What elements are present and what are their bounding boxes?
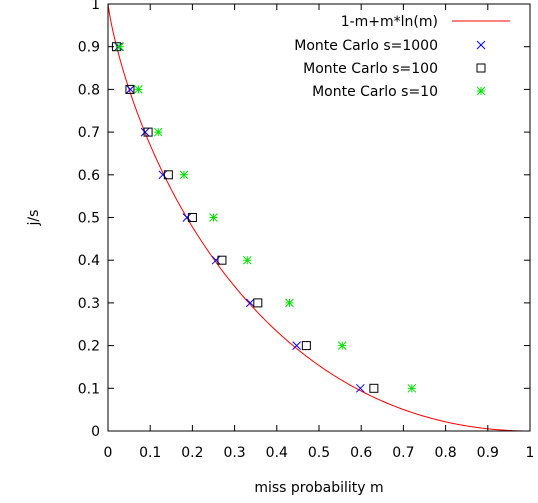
- y-tick-label: 0.9: [78, 40, 100, 56]
- data-point: [407, 383, 417, 393]
- data-point: [126, 85, 135, 94]
- y-tick-label: 0.2: [78, 339, 100, 355]
- marker-x-stroke: [158, 170, 168, 180]
- marker-square: [125, 84, 135, 94]
- legend-swatch-marker: [476, 63, 486, 73]
- legend-label: Monte Carlo s=10: [312, 84, 438, 100]
- y-tick-label: 0.5: [78, 211, 100, 227]
- data-point: [245, 298, 255, 308]
- data-point: [182, 213, 192, 222]
- data-point: [211, 255, 221, 265]
- legend-label: Monte Carlo s=1000: [294, 38, 438, 54]
- legend-swatch-marker: [476, 86, 486, 96]
- data-point: [217, 255, 227, 265]
- marker-square: [253, 298, 263, 308]
- x-tick-label: 0.3: [223, 445, 245, 461]
- axis-layer: 0 0.1 0.2 0.3 0.4 0.5 0.6 0.7 0.8 0.9 1 0 0.1 0.2 0.3 0…: [78, 0, 535, 461]
- marker-square: [143, 127, 153, 137]
- data-point: [356, 383, 365, 393]
- x-tick-label: 0.5: [308, 445, 330, 461]
- legend-swatch-marker: [476, 40, 486, 50]
- data-point: [140, 127, 150, 137]
- data-point: [143, 127, 153, 137]
- x-tick-label: 0: [104, 445, 113, 461]
- x-tick-label: 0.9: [477, 445, 499, 461]
- x-tick-label: 0.7: [392, 445, 414, 461]
- legend-label: Monte Carlo s=100: [303, 61, 438, 77]
- marker-x-stroke: [140, 127, 150, 137]
- y-tick-label: 1: [91, 0, 100, 13]
- marker-square: [163, 170, 173, 180]
- x-tick-label: 0.2: [181, 445, 203, 461]
- data-point: [158, 170, 168, 180]
- y-tick-label: 0.4: [78, 253, 100, 269]
- marker-square: [301, 341, 311, 351]
- data-point: [125, 84, 135, 94]
- data-point: [187, 213, 197, 222]
- x-tick-label: 0.1: [139, 445, 161, 461]
- data-point: [253, 298, 263, 308]
- marker-square: [187, 213, 197, 222]
- marker-x-stroke: [356, 383, 365, 393]
- legend: 1-m+m*ln(m) Monte Carlo s=1000 Monte Carlo…: [294, 14, 510, 100]
- data-point: [209, 213, 218, 222]
- data-point: [134, 85, 143, 94]
- marker-square: [217, 255, 227, 265]
- data-point: [153, 127, 163, 137]
- data-point: [285, 298, 294, 308]
- data-point: [242, 255, 252, 265]
- y-tick-label: 0.8: [78, 82, 100, 98]
- y-tick-label: 0: [91, 424, 100, 440]
- y-axis-title: j/s: [26, 210, 42, 227]
- data-point: [369, 383, 379, 393]
- data-point: [115, 42, 125, 52]
- data-point: [337, 341, 347, 350]
- y-tick-label: 0.6: [78, 168, 100, 184]
- x-tick-label: 0.6: [350, 445, 372, 461]
- y-tick-label: 0.7: [78, 125, 100, 141]
- data-point: [179, 170, 189, 180]
- x-axis-title: miss probability m: [254, 480, 383, 496]
- series-line-theory: [107, 3, 530, 432]
- marker-x-stroke: [126, 85, 135, 94]
- x-tick-label: 1: [526, 445, 535, 461]
- marker-x-stroke: [182, 213, 192, 222]
- y-tick-label: 0.3: [78, 296, 100, 312]
- series-x: [114, 42, 365, 393]
- curve-layer: [107, 3, 530, 432]
- x-tick-label: 0.4: [266, 445, 288, 461]
- marker-x-stroke: [245, 298, 255, 308]
- legend-label: 1-m+m*ln(m): [341, 14, 438, 30]
- data-point: [292, 341, 301, 350]
- data-point: [301, 341, 311, 351]
- marker-x-stroke: [476, 40, 486, 50]
- marker-square: [476, 63, 486, 73]
- y-tick-label: 0.1: [78, 381, 100, 397]
- points-layer: [111, 42, 417, 393]
- marker-x-stroke: [292, 341, 301, 350]
- series-star: [115, 42, 417, 393]
- marker-square: [369, 383, 379, 393]
- marker-x-stroke: [211, 255, 221, 265]
- data-point: [163, 170, 173, 180]
- x-tick-label: 0.8: [434, 445, 456, 461]
